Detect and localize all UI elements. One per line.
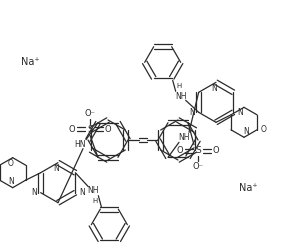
Text: NH: NH [88, 186, 99, 195]
Text: H: H [176, 83, 181, 89]
Text: O: O [213, 146, 219, 155]
Text: N: N [8, 177, 13, 186]
Text: N: N [238, 108, 243, 117]
Text: NH: NH [178, 133, 190, 142]
Text: N: N [53, 164, 59, 173]
Text: H: H [93, 198, 98, 204]
Text: S: S [195, 146, 201, 155]
Text: Na⁺: Na⁺ [21, 57, 39, 67]
Text: O: O [105, 125, 111, 134]
Text: NH: NH [175, 92, 187, 101]
Text: HN: HN [74, 140, 86, 149]
Text: O: O [8, 159, 14, 168]
Text: N: N [31, 188, 37, 197]
Text: O: O [69, 125, 75, 134]
Text: N: N [189, 108, 195, 117]
Text: S: S [87, 125, 93, 134]
Text: N: N [243, 127, 249, 136]
Text: Na⁺: Na⁺ [239, 183, 257, 193]
Text: O⁻: O⁻ [193, 162, 204, 171]
Text: N: N [211, 84, 217, 93]
Text: O⁻: O⁻ [85, 109, 95, 118]
Text: O: O [177, 146, 183, 155]
Text: O: O [261, 125, 267, 134]
Text: N: N [80, 188, 85, 197]
